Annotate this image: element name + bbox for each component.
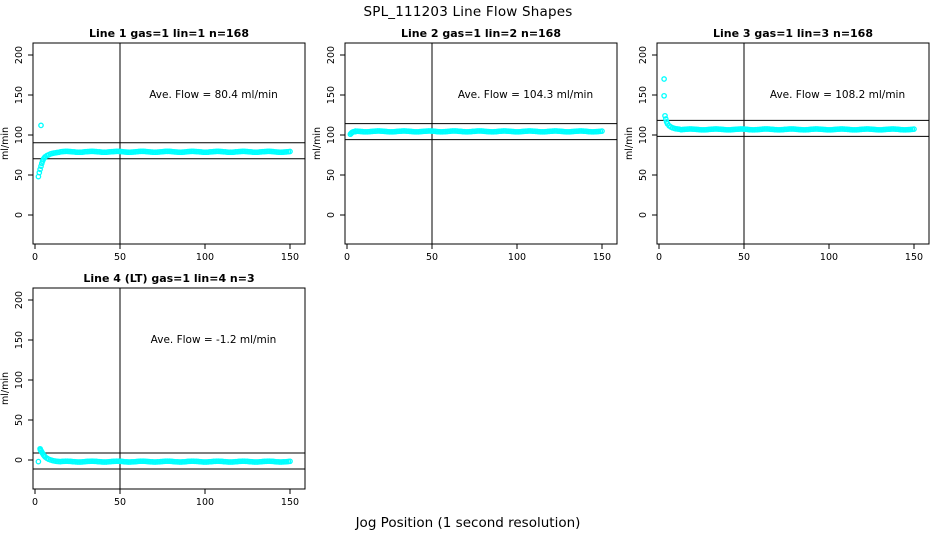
outlier-point <box>661 92 667 99</box>
y-tick-label: 50 <box>326 169 337 181</box>
x-tick-label: 0 <box>656 252 662 263</box>
subplot-line-3: Line 3 gas=1 lin=3 n=168 0 50 100 150 200 0 50 1… <box>624 27 930 263</box>
page-title: SPL_111203 Line Flow Shapes <box>363 4 573 20</box>
x-tick-label: 150 <box>281 497 299 508</box>
y-tick-label: 200 <box>638 46 649 64</box>
data-point <box>36 169 43 176</box>
y-axis-label: ml/min <box>624 127 635 160</box>
subplot-title: Line 2 gas=1 lin=2 n=168 <box>401 27 561 40</box>
y-tick-label: 200 <box>14 46 25 64</box>
ave-flow-annotation: Ave. Flow = 80.4 ml/min <box>149 89 278 101</box>
y-tick-label: 200 <box>326 46 337 64</box>
x-tick-label: 100 <box>820 252 838 263</box>
x-tick-label: 50 <box>426 252 438 263</box>
data-point <box>287 148 293 155</box>
x-tick-label: 0 <box>32 252 38 263</box>
data-point <box>662 112 668 119</box>
outlier-point <box>35 458 42 465</box>
y-tick-label: 200 <box>14 291 25 309</box>
x-tick-label: 50 <box>114 252 126 263</box>
plot-box <box>32 287 306 490</box>
y-tick-label: 150 <box>14 331 25 349</box>
x-axis-label: Jog Position (1 second resolution) <box>355 515 581 531</box>
y-tick-label: 0 <box>326 212 337 218</box>
y-tick-label: 150 <box>14 86 25 104</box>
x-tick-label: 100 <box>196 497 214 508</box>
data-point <box>911 126 917 132</box>
ave-flow-annotation: Ave. Flow = 108.2 ml/min <box>770 89 905 101</box>
y-tick-label: 100 <box>326 126 337 144</box>
y-axis-label: ml/min <box>0 372 11 405</box>
ave-flow-annotation: Ave. Flow = 104.3 ml/min <box>458 89 593 101</box>
data-point <box>599 128 605 134</box>
data-point <box>37 166 43 173</box>
y-tick-label: 150 <box>326 86 337 104</box>
y-tick-label: 0 <box>14 457 25 463</box>
x-tick-label: 50 <box>738 252 750 263</box>
y-axis-label: ml/min <box>0 127 11 160</box>
x-tick-label: 0 <box>32 497 38 508</box>
data-point <box>38 163 44 170</box>
ave-flow-annotation: Ave. Flow = -1.2 ml/min <box>151 334 277 346</box>
x-tick-label: 150 <box>281 252 299 263</box>
x-tick-label: 100 <box>508 252 526 263</box>
x-tick-label: 100 <box>196 252 214 263</box>
x-tick-label: 150 <box>905 252 923 263</box>
subplot-line-1: Line 1 gas=1 lin=1 n=168 0 50 100 150 200 0 50 1… <box>0 27 306 263</box>
y-tick-label: 0 <box>14 212 25 218</box>
y-tick-label: 0 <box>638 212 649 218</box>
y-tick-label: 100 <box>638 126 649 144</box>
plot-box <box>344 42 618 245</box>
subplot-title: Line 1 gas=1 lin=1 n=168 <box>89 27 249 40</box>
outlier-point <box>38 122 44 129</box>
y-axis-label: ml/min <box>312 127 323 160</box>
y-tick-label: 150 <box>638 86 649 104</box>
x-tick-label: 150 <box>593 252 611 263</box>
data-point <box>287 458 293 465</box>
plot-box <box>32 42 306 245</box>
data-point <box>662 116 669 122</box>
y-tick-label: 50 <box>14 169 25 181</box>
subplot-title: Line 3 gas=1 lin=3 n=168 <box>713 27 873 40</box>
subplot-line-4: Line 4 (LT) gas=1 lin=4 n=3 0 50 100 150 200 0… <box>0 272 306 508</box>
outlier-point <box>661 76 667 82</box>
y-tick-label: 50 <box>638 169 649 181</box>
y-tick-label: 100 <box>14 371 25 389</box>
x-tick-label: 50 <box>114 497 126 508</box>
subplot-title: Line 4 (LT) gas=1 lin=4 n=3 <box>83 272 254 285</box>
y-tick-label: 50 <box>14 414 25 426</box>
subplot-line-2: Line 2 gas=1 lin=2 n=168 0 50 100 150 200 0 50 1… <box>312 27 618 263</box>
x-tick-label: 0 <box>344 252 350 263</box>
y-tick-label: 100 <box>14 126 25 144</box>
plot-box <box>656 42 930 245</box>
